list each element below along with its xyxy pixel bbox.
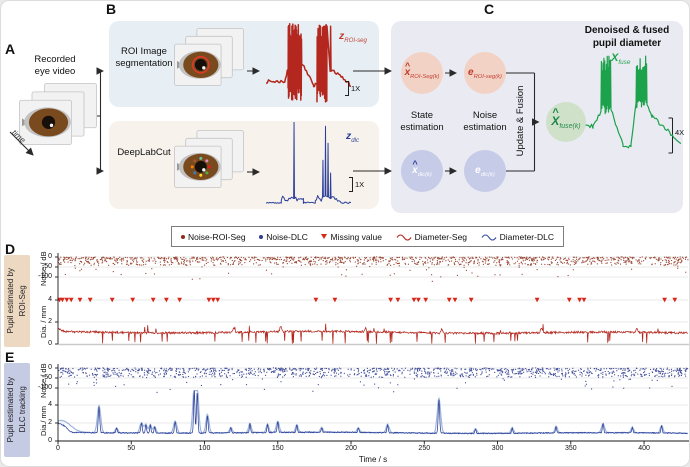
e-dia-axis-label: Dia./ mm [39,406,48,436]
panel-b-label: B [106,1,117,17]
diameter-trace [57,323,688,344]
panel-e-label: E [5,349,15,365]
z-dlc-label: zdlc [346,130,359,144]
hat-icon: ^ [412,158,418,169]
var-base: X ^ [551,107,560,128]
var-base: z [346,130,352,142]
panel-c-label: C [484,1,495,17]
noise-scatter [58,367,689,394]
dlc-eye-stack [174,130,244,193]
wave-marker-icon [396,234,412,241]
z-roi-seg-label: zROI-seg [339,30,367,44]
var-subscript: fuse [618,59,631,67]
x-axis [57,440,689,445]
legend-label: Missing value [330,231,382,242]
legend-item: Noise-DLC [259,232,308,242]
var-subscript: ROI-seg(k) [473,73,502,80]
diameter-trace-raw [57,390,688,435]
signal-trace [581,55,681,149]
node-label: X ^ fuse(k) [551,107,581,131]
fuse-scale-label: 4X [675,128,685,137]
legend-item: Diameter-DLC [481,232,554,242]
hat-icon: ^ [404,60,410,71]
legend-label: Diameter-DLC [499,231,554,242]
var-base: e [468,66,474,78]
var-subscript: ROI-Seg(k) [410,73,440,80]
update-fusion-label: Update & Fusion [515,85,526,157]
legend-item: Noise-ROI-Seg [181,232,246,242]
dlc-scale-marker: 1X [349,177,364,192]
legend-item: Missing value [321,232,382,242]
plot-panel-e [55,364,689,445]
deeplabcut-box [109,121,379,209]
state-node-roi: x ^ ROI-Seg(k) [401,52,443,94]
recorded-eye-video-label: Recorded eye video [34,54,76,77]
noise-node-roi: eROI-seg(k) [464,52,506,94]
fuse-node: X ^ fuse(k) [546,102,586,142]
d-noise-axis-label: Noise / dB [39,251,48,287]
z-dlc-trace [266,122,351,204]
e-side-label-box: Pupil estimated by DLC tracking [4,363,30,457]
legend: Noise-ROI-Seg Noise-DLC Missing value Diame… [171,226,564,247]
node-label: x ^ dlc(k) [412,158,432,178]
triangle-marker-icon [321,234,328,239]
deeplabcut-label: DeepLabCut [117,147,171,158]
node-label: edlc(k) [475,165,495,178]
wave-marker-icon [481,234,497,241]
var-subscript: dlc(k) [480,171,495,178]
state-estimation-label: State estimation [400,110,444,133]
d-side-label-box: Pupil estimated by ROI-Seg [4,255,30,347]
noise-scatter [57,256,689,283]
e-side-label: Pupil estimated by DLC tracking [6,377,27,443]
node-label: eROI-seg(k) [468,67,502,80]
denoised-fused-title: Denoised & fused pupil diameter [584,25,670,49]
var-base: z [339,30,345,42]
panel-a-label: A [5,41,16,57]
dot-marker-icon [181,234,185,239]
roi-eye-stack [174,28,244,91]
y-axis-spine [55,253,59,345]
panel-d-label: D [5,241,16,257]
x-fuse-trace [581,55,681,149]
y-axis-spine [55,364,59,442]
var-base: x ^ [404,60,411,78]
roi-segmentation-label: ROI Image segmentation [115,46,173,69]
var-base: X [611,52,619,64]
legend-item: Diameter-Seg [396,232,467,242]
roi-scale-marker: 1X [345,81,360,96]
bracket-icon [345,81,349,96]
legend-label: Noise-ROI-Seg [188,231,246,242]
z-roi-seg-trace [266,23,351,103]
signal-trace [266,122,351,204]
d-side-label: Pupil estimated by ROI-Seg [6,268,27,334]
eye-frames-svg [174,28,244,86]
eye-video-stack [19,83,97,150]
legend-label: Noise-DLC [266,231,308,242]
hat-icon: ^ [552,107,559,120]
noise-node-dlc: edlc(k) [464,150,506,192]
var-base: x ^ [412,158,418,176]
var-subscript: dlc(k) [417,171,432,178]
legend-label: Diameter-Seg [414,231,468,242]
var-subscript: ROI-seg [344,37,367,45]
eye-frames-svg [19,83,97,145]
roi-segmentation-box [109,21,379,107]
eye-frames-svg [174,130,244,188]
var-subscript: fuse(k) [559,123,581,131]
d-dia-axis-label: Dia. / mm [39,305,48,339]
state-node-dlc: x ^ dlc(k) [401,150,443,192]
bracket-icon [349,177,353,192]
var-base: e [475,164,481,176]
noise-estimation-label: Noise estimation [463,110,507,133]
diameter-trace [57,390,688,435]
x-fuse-label: Xfuse [611,52,630,66]
plot-panel-d [55,253,689,346]
dot-marker-icon [259,234,264,239]
var-subscript: dlc [351,137,360,145]
node-label: x ^ ROI-Seg(k) [404,60,440,80]
signal-trace [266,23,351,103]
time-axis-label: Time / s [358,455,388,464]
